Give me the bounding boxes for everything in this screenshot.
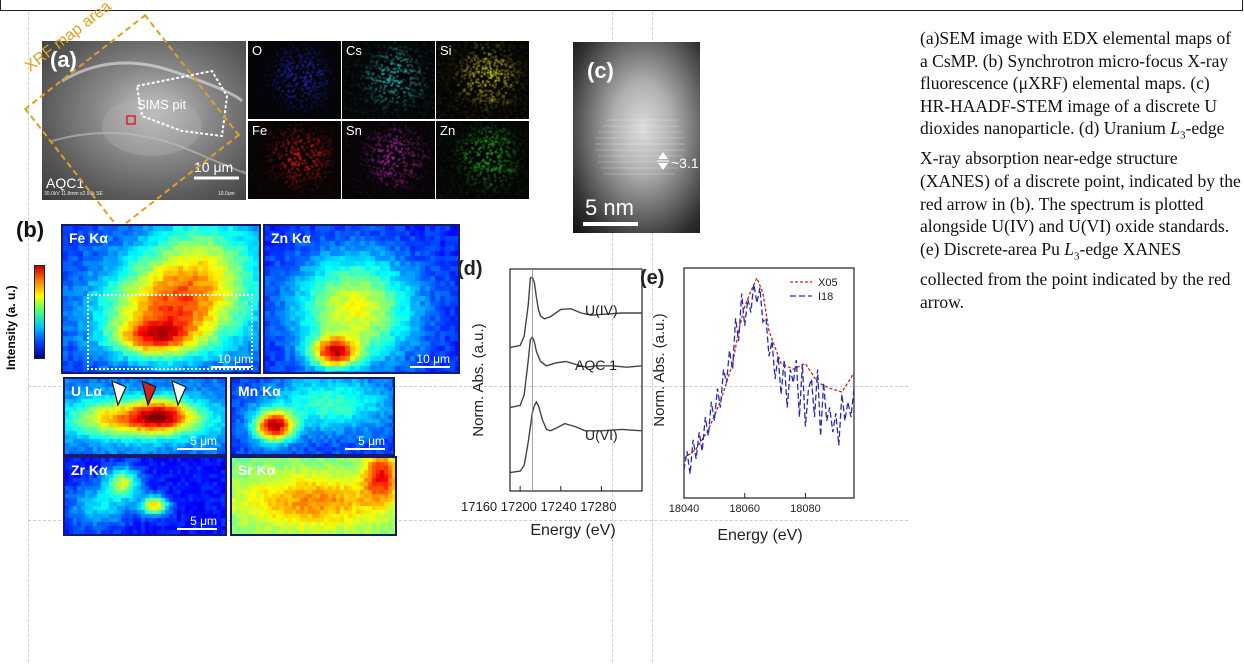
spacing-arrow-up xyxy=(658,163,668,170)
xrf-scale-bar xyxy=(177,528,217,530)
x-axis-label: Energy (eV) xyxy=(717,527,802,544)
u-arrow-red xyxy=(142,381,156,405)
figure-caption: (a)SEM image with EDX elemental maps of … xyxy=(920,27,1242,313)
u-arrow-white xyxy=(112,381,126,405)
x-tick-labels: 17160 17200 17240 17280 xyxy=(461,499,616,514)
plot-frame xyxy=(510,269,642,491)
edx-label: Cs xyxy=(346,43,362,58)
panel-letter-b: (b) xyxy=(16,217,44,243)
edx-map-fe: Fe xyxy=(248,121,341,199)
series-label-uvi: U(VI) xyxy=(585,427,618,443)
y-axis-label: Norm. Abs. (a.u.) xyxy=(651,313,668,426)
x-tick-label: 18060 xyxy=(729,503,760,515)
u-arrows xyxy=(65,379,225,454)
legend-label-i18: I18 xyxy=(818,291,833,303)
xrf-scale-label: 10 μm xyxy=(416,352,450,366)
xrf-map-mn: Mn Kα 5 μm xyxy=(230,377,395,456)
xrf-map-sr: Sr Kα xyxy=(230,456,397,536)
caption-l3-b: L xyxy=(1064,239,1074,259)
xrf-map-label: Zr Kα xyxy=(71,462,108,478)
xrf-map-zn: Zn Kα 10 μm xyxy=(263,224,460,374)
xrf-scale-bar xyxy=(410,366,450,368)
series-line-0 xyxy=(684,278,854,459)
xrf-map-zr: Zr Kα 5 μm xyxy=(63,456,227,536)
caption-part1: (a)SEM image with EDX elemental maps of … xyxy=(920,28,1231,138)
caption-part2: -edge X-ray absorption near-edge structu… xyxy=(920,118,1241,258)
lattice-spacing-label: ~3.1 Å xyxy=(671,155,700,171)
stem-scale-label: 5 nm xyxy=(585,195,634,221)
sem-meta-scale: 10.0um xyxy=(218,191,235,197)
x-tick-label: 18080 xyxy=(790,503,821,515)
xrf-scale-label: 5 μm xyxy=(190,514,217,528)
xrf-scale-bar xyxy=(345,448,385,450)
heatmap-canvas xyxy=(265,226,458,372)
u-arrow-white xyxy=(172,381,186,405)
xrf-map-fe: Fe Kα 10 μm xyxy=(61,224,261,374)
xrf-map-u: U Lα 5 μm xyxy=(63,377,227,456)
edx-label: Si xyxy=(440,43,452,58)
xrf-map-label: Mn Kα xyxy=(238,383,281,399)
xrf-map-label: Zn Kα xyxy=(271,230,311,246)
xrf-map-label: Fe Kα xyxy=(69,230,108,246)
edx-map-sn: Sn xyxy=(342,121,435,199)
xrf-map-label: Sr Kα xyxy=(238,462,275,478)
edx-map-zn: Zn xyxy=(436,121,529,199)
edx-map-cs: Cs xyxy=(342,41,435,119)
edx-map-o: O xyxy=(248,41,341,119)
figure-frame xyxy=(0,0,1243,11)
edx-label: Zn xyxy=(440,123,455,138)
x-tick-label: 18040 xyxy=(669,503,700,515)
series-line-2 xyxy=(510,402,642,473)
xrf-scale-label: 5 μm xyxy=(358,434,385,448)
xanes-chart-u: (d) U(IV) AQC 1 U(VI) 17160 17200 17240 1728… xyxy=(455,255,655,547)
haadf-stem-image: (c) ~3.1 Å 5 nm xyxy=(573,42,700,233)
legend-label-x05: X05 xyxy=(818,277,838,289)
edx-label: Sn xyxy=(346,123,362,138)
intensity-label: Intensity (a. u.) xyxy=(4,285,18,370)
x-axis-label: Energy (eV) xyxy=(530,522,615,539)
fe-roi-box xyxy=(87,294,253,370)
edx-map-si: Si xyxy=(436,41,529,119)
series-label-aqc1: AQC 1 xyxy=(575,357,617,373)
panel-letter-c: (c) xyxy=(587,58,614,84)
edx-label: O xyxy=(252,43,262,58)
xanes-chart-pu: (e) X05 I18 18040 18060 18080 Energy (eV) Norm.… xyxy=(640,260,860,550)
series-line-0 xyxy=(510,277,642,348)
edx-map-grid: O Cs Si Fe Sn Zn xyxy=(248,41,528,200)
panel-letter-d: (d) xyxy=(457,258,483,280)
intensity-colorbar xyxy=(34,265,45,359)
panel-letter-e: (e) xyxy=(640,267,664,289)
series-line-1 xyxy=(684,284,854,474)
series-label-uiv: U(IV) xyxy=(585,302,618,318)
edx-label: Fe xyxy=(252,123,267,138)
caption-l3-a: L xyxy=(1170,118,1180,138)
y-axis-label: Norm. Abs. (a.u.) xyxy=(470,323,487,436)
